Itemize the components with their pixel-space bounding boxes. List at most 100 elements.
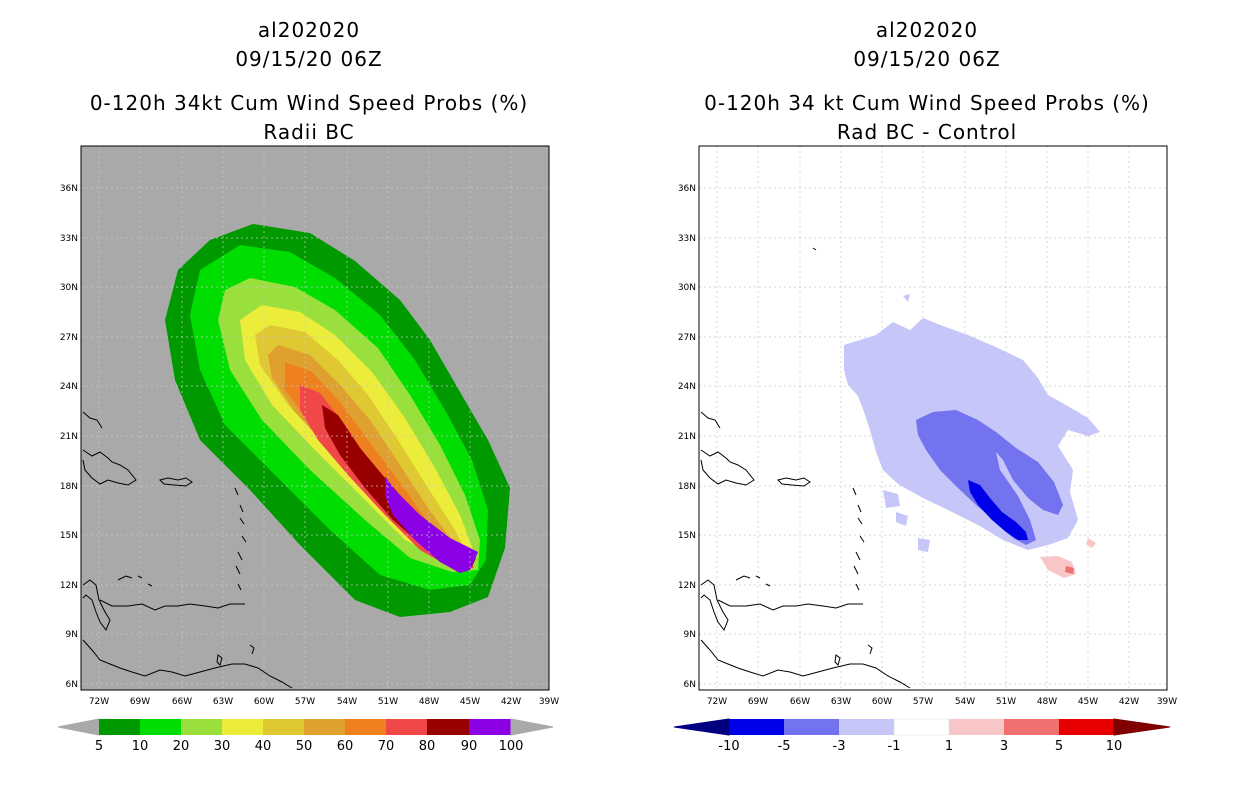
lon-label: 42W bbox=[1119, 697, 1139, 707]
right-storm-id: al202020 bbox=[875, 18, 979, 42]
right-colorbar-bin bbox=[1004, 719, 1059, 735]
right-colorbar: -10 -5 -3 -1 1 3 5 10 bbox=[673, 718, 1171, 754]
left-subtitle: Radii BC bbox=[263, 120, 355, 144]
diff-contour-minus1-blob bbox=[903, 294, 910, 302]
left-colorbar-bin bbox=[304, 719, 345, 735]
lat-label: 33N bbox=[678, 234, 696, 244]
right-panel: al202020 09/15/20 06Z 0-120h 34 kt Cum W… bbox=[618, 0, 1236, 800]
lat-label: 21N bbox=[60, 432, 78, 442]
left-colorbar-bin bbox=[263, 719, 304, 735]
left-colorbar-high-arrow bbox=[510, 718, 554, 736]
lon-label: 54W bbox=[955, 697, 975, 707]
lon-label: 45W bbox=[1078, 697, 1098, 707]
left-lat-ticks: 36N 33N 30N 27N 24N 21N 18N 15N 12N 9N 6… bbox=[60, 184, 78, 690]
right-map-grid bbox=[699, 146, 1167, 690]
right-colorbar-label: 3 bbox=[1000, 739, 1008, 754]
right-colorbar-high-arrow bbox=[1113, 718, 1171, 736]
diff-contour-plus1-blob bbox=[1086, 538, 1096, 548]
lat-label: 24N bbox=[60, 382, 78, 392]
lat-label: 18N bbox=[678, 482, 696, 492]
right-colorbar-label: -1 bbox=[888, 739, 901, 754]
lon-label: 48W bbox=[1037, 697, 1057, 707]
right-lon-ticks: 72W 69W 66W 63W 60W 57W 54W 51W 48W 45W … bbox=[707, 697, 1177, 707]
diff-contour-minus1-blob bbox=[896, 512, 908, 526]
left-colorbar-label: 60 bbox=[337, 739, 354, 754]
left-colorbar-low-arrow bbox=[57, 718, 100, 736]
lon-label: 63W bbox=[831, 697, 851, 707]
lat-label: 6N bbox=[684, 680, 696, 690]
left-colorbar-label: 50 bbox=[296, 739, 313, 754]
left-colorbar-label: 30 bbox=[214, 739, 231, 754]
lon-label: 51W bbox=[378, 697, 398, 707]
lon-label: 72W bbox=[89, 697, 109, 707]
diff-contour-minus1-blob bbox=[918, 538, 930, 552]
lat-label: 12N bbox=[60, 581, 78, 591]
lon-label: 45W bbox=[460, 697, 480, 707]
left-probability-contours bbox=[165, 224, 510, 617]
diff-contour-minus1-blob bbox=[883, 490, 900, 508]
lat-label: 27N bbox=[678, 333, 696, 343]
left-colorbar-label: 40 bbox=[255, 739, 272, 754]
lat-label: 24N bbox=[678, 382, 696, 392]
lat-label: 9N bbox=[66, 630, 78, 640]
lon-label: 57W bbox=[295, 697, 315, 707]
right-title: 0-120h 34 kt Cum Wind Speed Probs (%) bbox=[704, 91, 1150, 115]
right-colorbar-label: 10 bbox=[1106, 739, 1123, 754]
left-colorbar-bin bbox=[99, 719, 140, 735]
right-colorbar-bin bbox=[1059, 719, 1114, 735]
lon-label: 48W bbox=[419, 697, 439, 707]
left-colorbar-bin bbox=[345, 719, 386, 735]
diff-contour-minus5-region bbox=[968, 480, 1028, 540]
lon-label: 39W bbox=[539, 697, 559, 707]
left-map-svg: 36N 33N 30N 27N 24N 21N 18N 15N 12N 9N 6… bbox=[57, 145, 559, 754]
left-colorbar-label: 90 bbox=[461, 739, 478, 754]
left-colorbar-bin bbox=[140, 719, 181, 735]
diff-contour-plus3-region bbox=[1065, 566, 1074, 574]
lon-label: 42W bbox=[501, 697, 521, 707]
lat-label: 15N bbox=[60, 531, 78, 541]
left-colorbar-bin bbox=[386, 719, 427, 735]
left-colorbar-bin bbox=[181, 719, 222, 735]
left-colorbar: 5 10 20 30 40 50 60 70 80 90 100 bbox=[57, 718, 554, 754]
right-subtitle: Rad BC - Control bbox=[836, 120, 1018, 144]
left-colorbar-bin bbox=[427, 719, 469, 735]
right-colorbar-bin bbox=[729, 719, 784, 735]
right-colorbar-bin bbox=[949, 719, 1004, 735]
lon-label: 66W bbox=[172, 697, 192, 707]
left-colorbar-label: 100 bbox=[499, 739, 524, 754]
left-coastlines bbox=[82, 411, 293, 689]
right-colorbar-label: -3 bbox=[833, 739, 846, 754]
left-map-grid bbox=[81, 146, 549, 690]
lon-label: 57W bbox=[913, 697, 933, 707]
lon-label: 39W bbox=[1157, 697, 1177, 707]
lon-label: 72W bbox=[707, 697, 727, 707]
right-colorbar-low-arrow bbox=[673, 718, 730, 736]
lat-label: 33N bbox=[60, 234, 78, 244]
lon-label: 60W bbox=[254, 697, 274, 707]
lon-label: 60W bbox=[872, 697, 892, 707]
lon-label: 66W bbox=[790, 697, 810, 707]
lat-label: 36N bbox=[60, 184, 78, 194]
right-colorbar-bin bbox=[784, 719, 839, 735]
lat-label: 30N bbox=[678, 283, 696, 293]
lon-label: 63W bbox=[213, 697, 233, 707]
left-datetime: 09/15/20 06Z bbox=[235, 47, 383, 71]
right-colorbar-bin bbox=[839, 719, 894, 735]
left-colorbar-label: 10 bbox=[132, 739, 149, 754]
lat-label: 15N bbox=[678, 531, 696, 541]
prob-contour-90 bbox=[385, 476, 478, 573]
left-map-frame bbox=[80, 145, 550, 691]
left-colorbar-bin bbox=[222, 719, 263, 735]
left-panel: al202020 09/15/20 06Z 0-120h 34kt Cum Wi… bbox=[57, 18, 559, 754]
lon-label: 51W bbox=[996, 697, 1016, 707]
lat-label: 36N bbox=[678, 184, 696, 194]
right-colorbar-label: 1 bbox=[945, 739, 953, 754]
lat-label: 6N bbox=[66, 680, 78, 690]
lat-label: 30N bbox=[60, 283, 78, 293]
left-colorbar-label: 80 bbox=[419, 739, 436, 754]
left-colorbar-label: 70 bbox=[378, 739, 395, 754]
right-colorbar-label: -10 bbox=[718, 739, 739, 754]
lon-label: 69W bbox=[748, 697, 768, 707]
right-lat-ticks: 36N 33N 30N 27N 24N 21N 18N 15N 12N 9N 6… bbox=[678, 184, 696, 690]
left-colorbar-bin bbox=[469, 719, 511, 735]
